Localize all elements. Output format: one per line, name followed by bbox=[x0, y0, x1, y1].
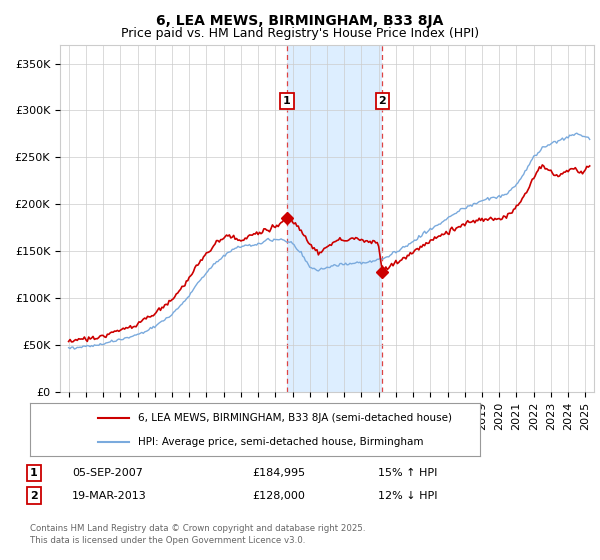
Bar bbox=[287, 45, 382, 392]
Text: Price paid vs. HM Land Registry's House Price Index (HPI): Price paid vs. HM Land Registry's House … bbox=[121, 27, 479, 40]
6, LEA MEWS, BIRMINGHAM, B33 8JA (semi-detached house) bbox=[136, 319, 143, 325]
Text: 05-SEP-2007: 05-SEP-2007 bbox=[72, 468, 143, 478]
6, LEA MEWS, BIRMINGHAM, B33 8JA (semi-detached house) bbox=[86, 335, 94, 342]
HPI: Average price, semi-detached house, Birmingham: (2e+03, 4.58e+04): Average price, semi-detached house, Birm… bbox=[71, 346, 78, 352]
Text: 2: 2 bbox=[379, 96, 386, 106]
Text: 15% ↑ HPI: 15% ↑ HPI bbox=[378, 468, 437, 478]
Text: 2: 2 bbox=[30, 491, 38, 501]
6, LEA MEWS, BIRMINGHAM, B33 8JA (semi-detached house) bbox=[586, 162, 593, 169]
Text: 12% ↓ HPI: 12% ↓ HPI bbox=[378, 491, 437, 501]
Text: 6, LEA MEWS, BIRMINGHAM, B33 8JA (semi-detached house): 6, LEA MEWS, BIRMINGHAM, B33 8JA (semi-d… bbox=[138, 413, 452, 423]
HPI: Average price, semi-detached house, Birmingham: (2e+03, 6.17e+04): Average price, semi-detached house, Birm… bbox=[136, 331, 143, 338]
6, LEA MEWS, BIRMINGHAM, B33 8JA (semi-detached house) bbox=[539, 161, 546, 168]
HPI: Average price, semi-detached house, Birmingham: (2e+03, 4.78e+04): Average price, semi-detached house, Birm… bbox=[68, 344, 75, 351]
6, LEA MEWS, BIRMINGHAM, B33 8JA (semi-detached house) bbox=[433, 235, 440, 242]
HPI: Average price, semi-detached house, Birmingham: (2e+03, 4.83e+04): Average price, semi-detached house, Birm… bbox=[86, 343, 94, 350]
6, LEA MEWS, BIRMINGHAM, B33 8JA (semi-detached house) bbox=[68, 338, 75, 345]
Text: £128,000: £128,000 bbox=[252, 491, 305, 501]
Text: 1: 1 bbox=[30, 468, 38, 478]
HPI: Average price, semi-detached house, Birmingham: (2e+03, 1.22e+05): Average price, semi-detached house, Birm… bbox=[199, 274, 206, 281]
HPI: Average price, semi-detached house, Birmingham: (2.02e+03, 1.77e+05): Average price, semi-detached house, Birm… bbox=[433, 222, 440, 229]
6, LEA MEWS, BIRMINGHAM, B33 8JA (semi-detached house) bbox=[199, 257, 206, 264]
Line: HPI: Average price, semi-detached house, Birmingham: HPI: Average price, semi-detached house,… bbox=[68, 133, 590, 349]
Text: £184,995: £184,995 bbox=[252, 468, 305, 478]
HPI: Average price, semi-detached house, Birmingham: (2.02e+03, 2.76e+05): Average price, semi-detached house, Birm… bbox=[573, 130, 580, 137]
HPI: Average price, semi-detached house, Birmingham: (2e+03, 4.76e+04): Average price, semi-detached house, Birm… bbox=[74, 344, 81, 351]
Line: 6, LEA MEWS, BIRMINGHAM, B33 8JA (semi-detached house): 6, LEA MEWS, BIRMINGHAM, B33 8JA (semi-d… bbox=[68, 165, 590, 342]
Text: 19-MAR-2013: 19-MAR-2013 bbox=[72, 491, 147, 501]
6, LEA MEWS, BIRMINGHAM, B33 8JA (semi-detached house) bbox=[70, 338, 77, 345]
Text: 6, LEA MEWS, BIRMINGHAM, B33 8JA: 6, LEA MEWS, BIRMINGHAM, B33 8JA bbox=[157, 14, 443, 28]
Text: HPI: Average price, semi-detached house, Birmingham: HPI: Average price, semi-detached house,… bbox=[138, 436, 424, 446]
6, LEA MEWS, BIRMINGHAM, B33 8JA (semi-detached house) bbox=[74, 337, 81, 344]
HPI: Average price, semi-detached house, Birmingham: (2.03e+03, 2.69e+05): Average price, semi-detached house, Birm… bbox=[586, 136, 593, 143]
HPI: Average price, semi-detached house, Birmingham: (2e+03, 4.72e+04): Average price, semi-detached house, Birm… bbox=[65, 344, 72, 351]
Text: 1: 1 bbox=[283, 96, 291, 106]
6, LEA MEWS, BIRMINGHAM, B33 8JA (semi-detached house) bbox=[65, 338, 72, 345]
Text: Contains HM Land Registry data © Crown copyright and database right 2025.
This d: Contains HM Land Registry data © Crown c… bbox=[30, 524, 365, 545]
